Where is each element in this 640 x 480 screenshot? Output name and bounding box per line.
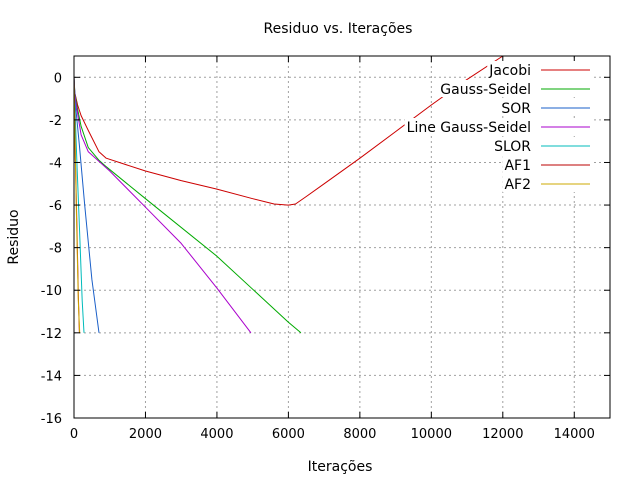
x-tick-label: 0: [70, 427, 78, 442]
legend-label-background: [487, 61, 593, 78]
legend-label: SLOR: [494, 139, 531, 155]
legend-label: AF1: [504, 158, 531, 174]
chart-title: Residuo vs. Iterações: [264, 21, 413, 37]
legend-label: Line Gauss-Seidel: [407, 120, 531, 136]
x-axis-label: Iterações: [308, 459, 373, 475]
x-tick-label: 2000: [129, 427, 162, 442]
series-line-line-gauss-seidel: [73, 77, 252, 334]
y-tick-label: -10: [41, 284, 62, 299]
y-tick-label: -14: [41, 369, 62, 384]
x-tick-label: 8000: [343, 427, 376, 442]
legend-label: SOR: [501, 101, 531, 117]
legend-label: Jacobi: [488, 63, 531, 79]
legend-label: Gauss-Seidel: [440, 82, 531, 98]
x-tick-label: 6000: [272, 427, 305, 442]
x-tick-label: 4000: [200, 427, 233, 442]
y-axis-label: Residuo: [6, 209, 22, 264]
y-tick-label: -6: [49, 199, 62, 214]
series-line-jacobi: [73, 55, 504, 206]
legend-label-background: [404, 118, 593, 135]
y-tick-label: -12: [41, 327, 62, 342]
axis-ticks: 0 2000 4000 6000 8000 10000 12000 14000 0 -2 -4 -6 -…: [41, 56, 610, 442]
x-tick-label: 12000: [482, 427, 523, 442]
x-tick-label: 10000: [411, 427, 452, 442]
plot-frame: [73, 55, 611, 419]
series-line-gauss-seidel: [73, 77, 302, 334]
x-tick-label: 14000: [554, 427, 595, 442]
y-tick-label: -2: [49, 114, 62, 129]
y-tick-label: 0: [54, 71, 62, 86]
legend-label-background: [438, 80, 593, 97]
legend: Jacobi Gauss-Seidel SOR Line Gauss-Seidel SL…: [404, 61, 593, 193]
y-tick-label: -4: [49, 156, 62, 171]
y-tick-label: -8: [49, 242, 62, 257]
legend-label: AF2: [504, 177, 531, 193]
y-tick-label: -16: [41, 412, 62, 427]
